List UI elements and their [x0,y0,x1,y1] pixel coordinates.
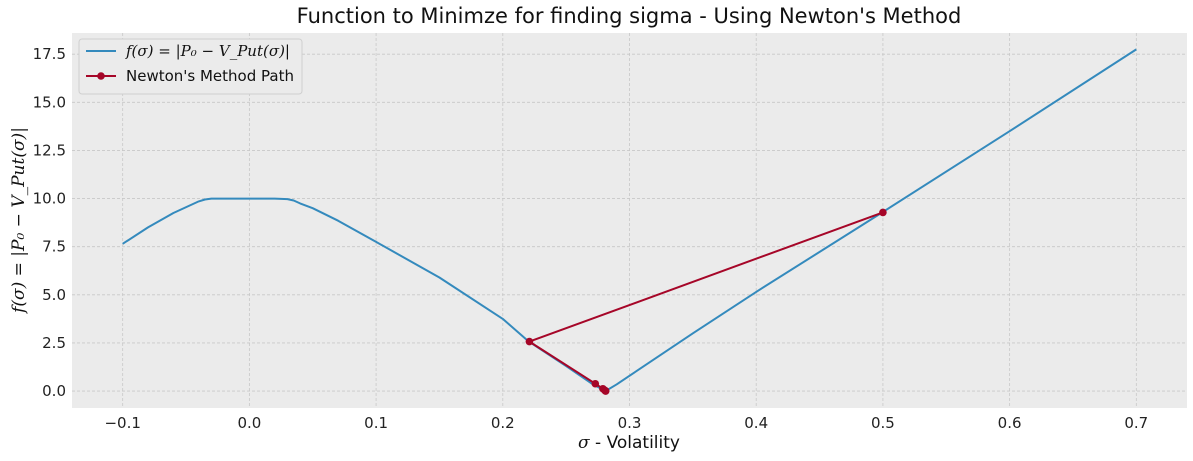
y-tick-label: 15.0 [33,93,66,111]
x-axis-ticks: −0.1 0.0 0.1 0.2 0.3 0.4 0.5 0.6 0.7 [104,414,1148,432]
chart-title: Function to Minimze for finding sigma - … [297,4,962,28]
y-tick-label: 12.5 [33,141,66,159]
x-axis-label-text: - Volatility [590,433,680,453]
y-tick-label: 0.0 [42,382,66,400]
y-axis-label: f(σ) = |P₀ − V_Put(σ)| [9,127,29,315]
y-tick-label: 5.0 [42,286,66,304]
x-tick-label: 0.5 [871,414,895,432]
legend-label-newton: Newton's Method Path [126,67,294,85]
y-tick-label: 10.0 [33,190,66,208]
y-tick-label: 17.5 [33,45,66,63]
x-tick-label: 0.6 [998,414,1022,432]
legend-marker-newton [97,72,105,80]
x-axis-label-symbol: σ [578,433,590,453]
x-tick-label: 0.3 [618,414,642,432]
y-tick-label: 2.5 [42,334,66,352]
x-tick-label: −0.1 [104,414,140,432]
legend-box [78,38,303,95]
series-layer [122,48,1137,395]
newton-iterate-point [525,337,534,346]
grid [72,33,1187,408]
legend: f(σ) = |P₀ − V_Put(σ)| Newton's Method P… [78,38,303,95]
x-axis-label: σ - Volatility [578,433,680,453]
y-axis-ticks: 0.0 2.5 5.0 7.5 10.0 12.5 15.0 17.5 [33,45,66,400]
x-tick-label: 0.2 [491,414,515,432]
legend-label-f: f(σ) = |P₀ − V_Put(σ)| [125,42,290,60]
newton-iterate-point [601,387,610,395]
newton-iterate-point [879,208,887,217]
x-tick-label: 0.0 [237,414,261,432]
x-tick-label: 0.7 [1124,414,1148,432]
x-tick-label: 0.4 [744,414,768,432]
x-tick-label: 0.1 [364,414,388,432]
y-tick-label: 7.5 [42,238,66,256]
objective-function-line [122,48,1137,393]
newton-iterate-point [591,379,600,388]
